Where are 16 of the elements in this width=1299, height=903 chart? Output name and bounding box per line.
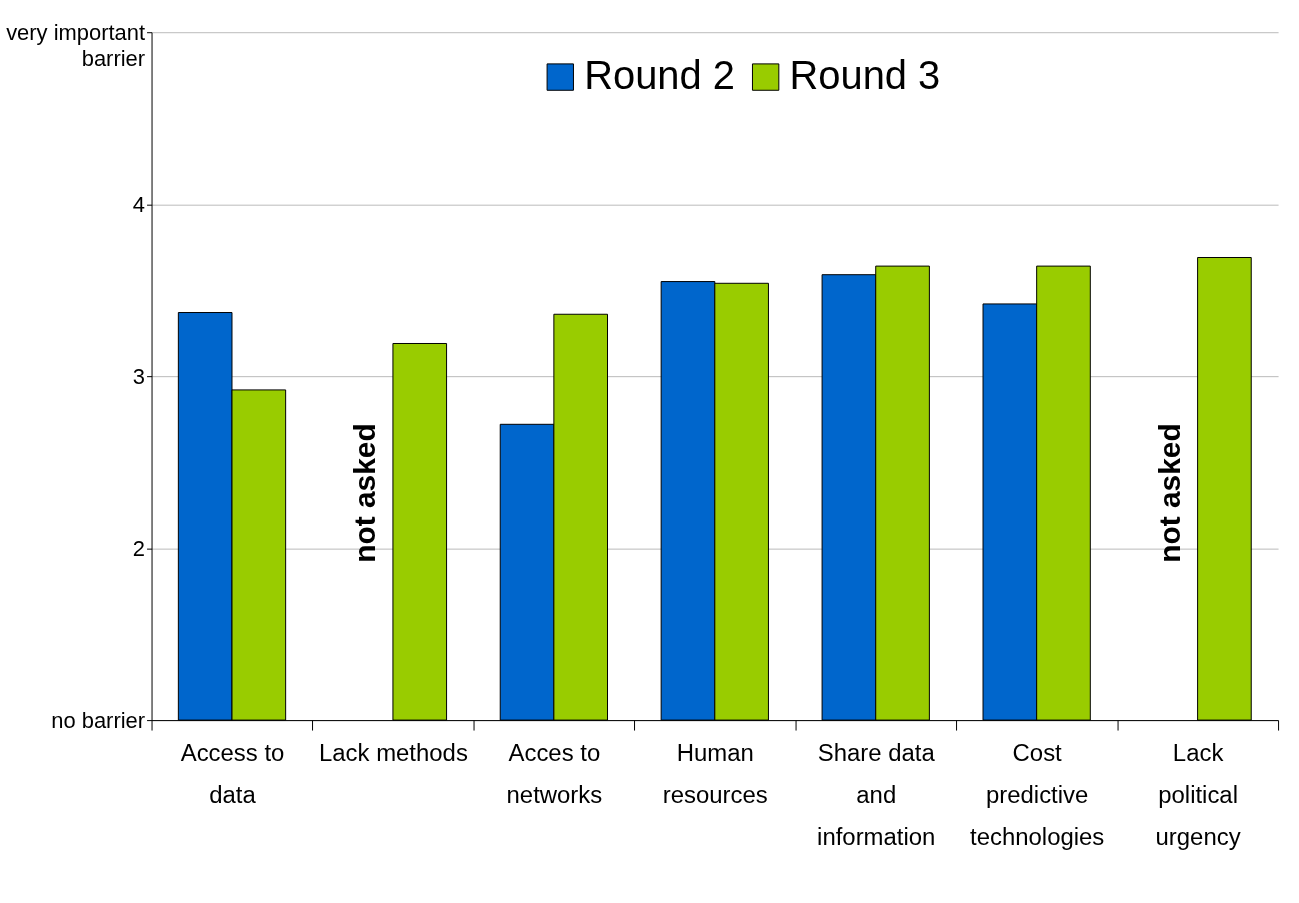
legend-label: Round 2 xyxy=(584,53,735,98)
y-tick-label: very important barrier xyxy=(6,19,146,71)
annotation: not asked xyxy=(348,423,382,563)
legend-label: Round 3 xyxy=(789,53,941,98)
x-tick-label: Lack methods xyxy=(319,739,468,767)
x-tick-label: Cost predictive technologies xyxy=(970,739,1105,851)
x-tick-label: Lack political urgency xyxy=(1155,739,1241,851)
x-tick-label: Human resources xyxy=(662,739,768,809)
x-tick-label: Share data and information xyxy=(817,739,936,851)
x-tick-label: Access to data xyxy=(180,739,285,809)
y-tick-label: 4 xyxy=(132,191,146,217)
y-tick-label: 3 xyxy=(132,363,146,389)
y-tick-label: no barrier xyxy=(51,707,146,733)
annotation: not asked xyxy=(1152,423,1186,563)
y-tick-label: 2 xyxy=(132,535,146,561)
x-tick-label: Acces to networks xyxy=(506,739,603,809)
